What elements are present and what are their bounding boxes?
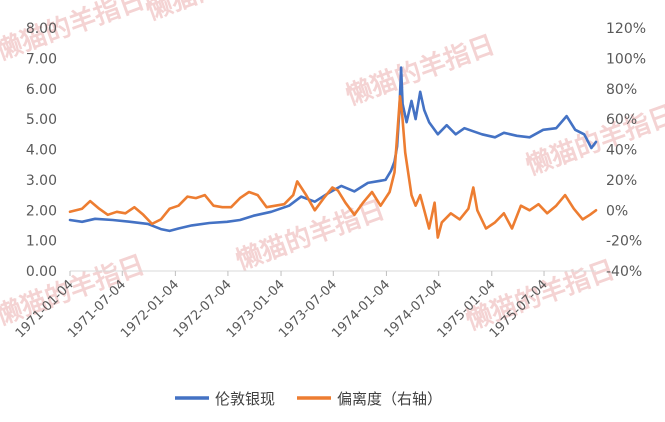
y-right-tick-label: 0% (606, 203, 628, 219)
legend: 伦敦银现 偏离度（右轴） (175, 390, 442, 408)
series-line-silver (68, 66, 598, 233)
y-right-tick-label: 100% (606, 51, 646, 67)
watermark-text: 懒猫的羊指日 (522, 99, 665, 181)
y-left-tick-label: 6.00 (26, 82, 57, 98)
y-right-tick-label: -20% (606, 234, 642, 250)
y-right-tick-label: 120% (606, 21, 646, 37)
y-left-tick-label: 2.00 (26, 203, 57, 219)
y-left-tick-label: 4.00 (26, 143, 57, 159)
y-left-tick-label: 8.00 (26, 21, 57, 37)
y-right-tick-label: 40% (606, 143, 637, 159)
legend-label: 偏离度（右轴） (337, 390, 442, 408)
y-right-tick-label: 80% (606, 82, 637, 98)
y-right-tick-label: 60% (606, 112, 637, 128)
y-left-tick-label: 5.00 (26, 112, 57, 128)
series-layer (68, 66, 598, 239)
series-line-deviation (68, 95, 598, 239)
y-left-tick-label: 1.00 (26, 234, 57, 250)
y-right-tick-label: -40% (606, 264, 642, 280)
watermark-text: 懒猫的羊指日 (0, 249, 149, 331)
watermark-text: 懒猫的羊指日 (342, 29, 499, 111)
watermark-text: 懒猫的羊指日 (0, 0, 149, 67)
watermark-text: 懒猫的羊指日 (142, 0, 299, 27)
y-left-tick-label: 7.00 (26, 51, 57, 67)
watermark-text: 懒猫的羊指日 (232, 194, 389, 276)
y-left-tick-label: 3.00 (26, 173, 57, 189)
y-right-tick-label: 20% (606, 173, 637, 189)
y-left-tick-label: 0.00 (26, 264, 57, 280)
legend-label: 伦敦银现 (215, 390, 275, 408)
